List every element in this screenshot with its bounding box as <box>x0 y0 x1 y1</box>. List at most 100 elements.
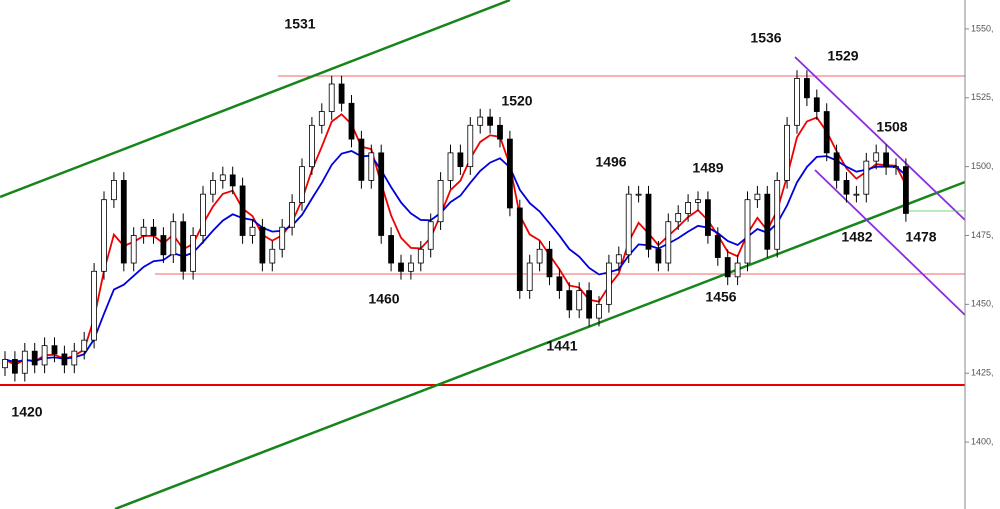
price-annotation: 1460 <box>368 291 399 307</box>
candle-body <box>516 207 523 291</box>
candle-body <box>437 180 444 223</box>
candle-body <box>150 226 157 236</box>
price-annotation: 1531 <box>284 16 315 32</box>
candle-body <box>31 350 38 366</box>
upper-channel-line <box>0 0 511 199</box>
candle-body <box>467 124 474 168</box>
candle-body <box>417 248 424 264</box>
candle-body <box>81 339 88 352</box>
candle-body <box>338 83 345 104</box>
candle-body <box>625 193 632 256</box>
candle-body <box>61 353 68 366</box>
candle-body <box>863 160 870 195</box>
candle-body <box>784 124 790 181</box>
price-annotation: 1478 <box>905 229 936 245</box>
candle-body <box>804 78 810 99</box>
price-annotation: 1520 <box>501 93 532 109</box>
y-tick-label: 1550, <box>971 23 994 33</box>
candle-body <box>111 180 117 201</box>
candle-body <box>378 152 385 236</box>
candle-body <box>705 199 711 236</box>
candle-body <box>833 152 840 181</box>
candle-body <box>754 193 761 201</box>
candle-body <box>596 303 602 319</box>
candle-body <box>318 111 325 126</box>
candle-body <box>685 202 691 214</box>
candle-body <box>546 248 553 278</box>
candle-body <box>249 226 256 236</box>
candle-body <box>269 248 276 264</box>
candle-body <box>190 235 197 272</box>
y-tick-label: 1475, <box>971 230 994 240</box>
candle-body <box>903 166 909 214</box>
candle-body <box>200 193 206 236</box>
down-channel-lower <box>814 169 966 316</box>
candle-body <box>229 174 236 187</box>
candle-body <box>606 262 612 305</box>
moving-average <box>4 150 907 363</box>
candle-body <box>675 213 682 223</box>
candle-body <box>566 290 573 311</box>
candle-body <box>219 174 226 181</box>
candle-body <box>160 235 167 256</box>
candle-body <box>120 180 127 264</box>
y-tick-label: 1500, <box>971 161 994 171</box>
candle-body <box>348 102 355 140</box>
candle-body <box>91 270 97 341</box>
candle-body <box>259 226 266 264</box>
candle-body <box>487 116 494 126</box>
price-annotation: 1508 <box>876 119 907 135</box>
y-tick-label: 1425, <box>971 368 994 378</box>
candle-body <box>526 262 533 291</box>
candle-body <box>279 226 286 250</box>
price-annotation: 1441 <box>546 338 577 354</box>
candle-body <box>368 152 375 181</box>
candle-body <box>170 221 177 256</box>
candle-body <box>774 180 781 250</box>
candle-body <box>289 202 296 228</box>
candle-body <box>497 124 503 140</box>
candle-body <box>447 152 454 181</box>
down-channel-upper <box>794 56 966 221</box>
candle-body <box>576 290 583 311</box>
candle-body <box>407 262 414 272</box>
candle-body <box>883 152 889 168</box>
price-annotation: 1536 <box>750 30 781 46</box>
candle-body <box>51 345 58 355</box>
candle-body <box>536 248 543 264</box>
candle-body <box>586 290 592 319</box>
candle-body <box>130 235 137 264</box>
price-annotation: 1482 <box>841 229 872 245</box>
candle-body <box>645 193 652 250</box>
candle-body <box>853 193 860 196</box>
candle-body <box>843 180 850 195</box>
candle-body <box>2 359 8 369</box>
price-annotation: 1420 <box>11 404 42 420</box>
candle-body <box>427 221 434 250</box>
price-annotation: 1529 <box>827 48 858 64</box>
price-annotation: 1456 <box>705 289 736 305</box>
candle-body <box>41 345 48 366</box>
candle-body <box>695 199 701 203</box>
candle-body <box>635 193 642 196</box>
lower-channel-line <box>114 180 966 509</box>
candle-body <box>21 350 28 374</box>
candle-body <box>655 248 662 264</box>
candle-body <box>734 262 741 278</box>
candle-body <box>794 78 800 126</box>
y-tick-label: 1525, <box>971 92 994 102</box>
candle-body <box>744 199 751 264</box>
candle-body <box>71 350 78 366</box>
candle-body <box>873 152 880 162</box>
candle-body <box>665 221 672 264</box>
candle-body <box>239 185 246 236</box>
candle-body <box>398 262 404 272</box>
price-annotation: 1489 <box>692 160 723 176</box>
candle-body <box>209 180 216 195</box>
candle-body <box>101 199 107 272</box>
candle-body <box>11 359 18 374</box>
candle-body <box>724 257 731 278</box>
candle-body <box>358 138 365 181</box>
y-tick-label: 1400, <box>971 436 994 446</box>
candle-body <box>388 235 395 264</box>
